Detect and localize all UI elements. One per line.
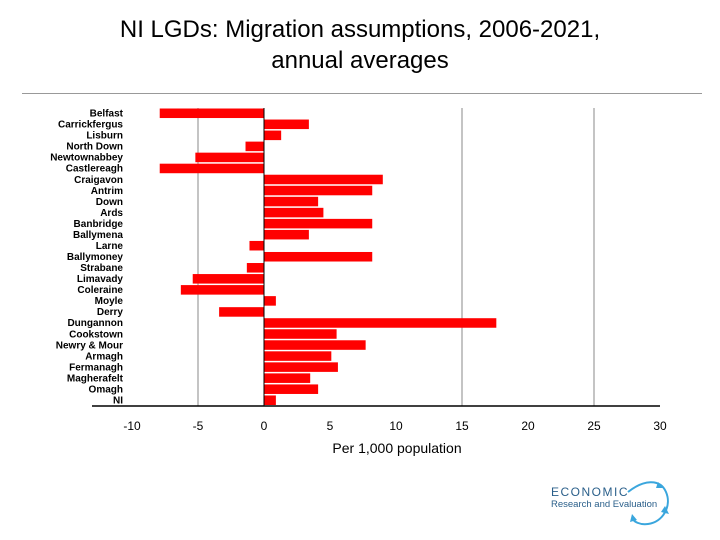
bar-antrim bbox=[264, 185, 373, 196]
category-label: NI bbox=[113, 396, 123, 407]
x-axis-label: Per 1,000 population bbox=[332, 440, 461, 456]
category-label: Castlereagh bbox=[66, 164, 123, 175]
bar-banbridge bbox=[264, 218, 373, 229]
title-line-1: NI LGDs: Migration assumptions, 2006-202… bbox=[119, 16, 601, 43]
bar-north-down bbox=[245, 141, 264, 152]
category-label: Belfast bbox=[90, 109, 124, 120]
category-label: Limavady bbox=[77, 274, 124, 285]
category-label: Down bbox=[96, 197, 123, 208]
category-label: Banbridge bbox=[74, 219, 124, 230]
category-label: Antrim bbox=[91, 186, 123, 197]
bar-derry bbox=[219, 307, 264, 317]
bar-belfast bbox=[159, 108, 264, 119]
bar-cookstown bbox=[264, 329, 337, 339]
economic-research-logo: ECONOMIC Research and Evaluation bbox=[548, 478, 698, 528]
x-tick-label: 20 bbox=[521, 419, 535, 433]
category-label: Armagh bbox=[85, 351, 123, 362]
category-label: Strabane bbox=[80, 263, 123, 274]
bar-craigavon bbox=[264, 174, 383, 185]
category-label: Lisburn bbox=[86, 131, 123, 142]
cycle-arrows-icon bbox=[627, 481, 669, 526]
bar-ballymoney bbox=[264, 251, 373, 262]
x-tick-label: 25 bbox=[587, 419, 601, 433]
category-label: Carrickfergus bbox=[58, 120, 123, 131]
category-label: Ards bbox=[100, 208, 123, 219]
bar-magherafelt bbox=[264, 373, 311, 383]
category-label: Newry & Mour bbox=[56, 340, 123, 351]
bar-moyle bbox=[264, 296, 276, 306]
x-tick-label: 10 bbox=[389, 419, 403, 433]
bar-ballymena bbox=[264, 229, 309, 240]
category-label: Craigavon bbox=[74, 175, 123, 186]
category-label: Ballymena bbox=[73, 230, 123, 241]
category-label: Larne bbox=[96, 241, 124, 252]
logo-line-1: ECONOMIC bbox=[551, 485, 629, 499]
bar-castlereagh bbox=[159, 163, 264, 174]
title-line-2: annual averages bbox=[271, 47, 449, 74]
x-tick-label: -5 bbox=[193, 419, 204, 433]
bar-strabane bbox=[246, 263, 264, 273]
bar-carrickfergus bbox=[264, 119, 309, 130]
x-tick-label: 15 bbox=[455, 419, 469, 433]
bar-ni bbox=[264, 395, 276, 405]
bar-newry-mour bbox=[264, 340, 366, 350]
bar-dungannon bbox=[264, 318, 497, 328]
category-label: Coleraine bbox=[77, 285, 123, 296]
chart-title: NI LGDs: Migration assumptions, 2006-202… bbox=[0, 14, 720, 76]
title-divider bbox=[22, 93, 702, 94]
category-label: Cookstown bbox=[69, 329, 123, 340]
bar-limavady bbox=[192, 274, 264, 284]
bar-newtownabbey bbox=[195, 152, 264, 163]
x-tick-label: 30 bbox=[653, 419, 667, 433]
category-label: Ballymoney bbox=[67, 252, 124, 263]
bar-fermanagh bbox=[264, 362, 338, 372]
category-label: Fermanagh bbox=[69, 362, 123, 373]
bar-larne bbox=[249, 240, 264, 251]
bar-coleraine bbox=[180, 285, 264, 295]
category-label: Moyle bbox=[95, 296, 124, 307]
category-label: Magherafelt bbox=[67, 373, 124, 384]
x-tick-label: 5 bbox=[327, 419, 334, 433]
category-label: Newtownabbey bbox=[50, 153, 123, 164]
bar-lisburn bbox=[264, 130, 282, 141]
bar-ards bbox=[264, 207, 324, 218]
category-label: Dungannon bbox=[67, 318, 123, 329]
bar-omagh bbox=[264, 384, 319, 394]
category-label: North Down bbox=[66, 142, 123, 153]
category-label: Omagh bbox=[89, 384, 123, 395]
category-label: Derry bbox=[97, 307, 124, 318]
bar-armagh bbox=[264, 351, 332, 361]
x-tick-label: -10 bbox=[123, 419, 141, 433]
bar-down bbox=[264, 196, 319, 207]
logo-line-2: Research and Evaluation bbox=[551, 499, 658, 510]
x-tick-label: 0 bbox=[261, 419, 268, 433]
